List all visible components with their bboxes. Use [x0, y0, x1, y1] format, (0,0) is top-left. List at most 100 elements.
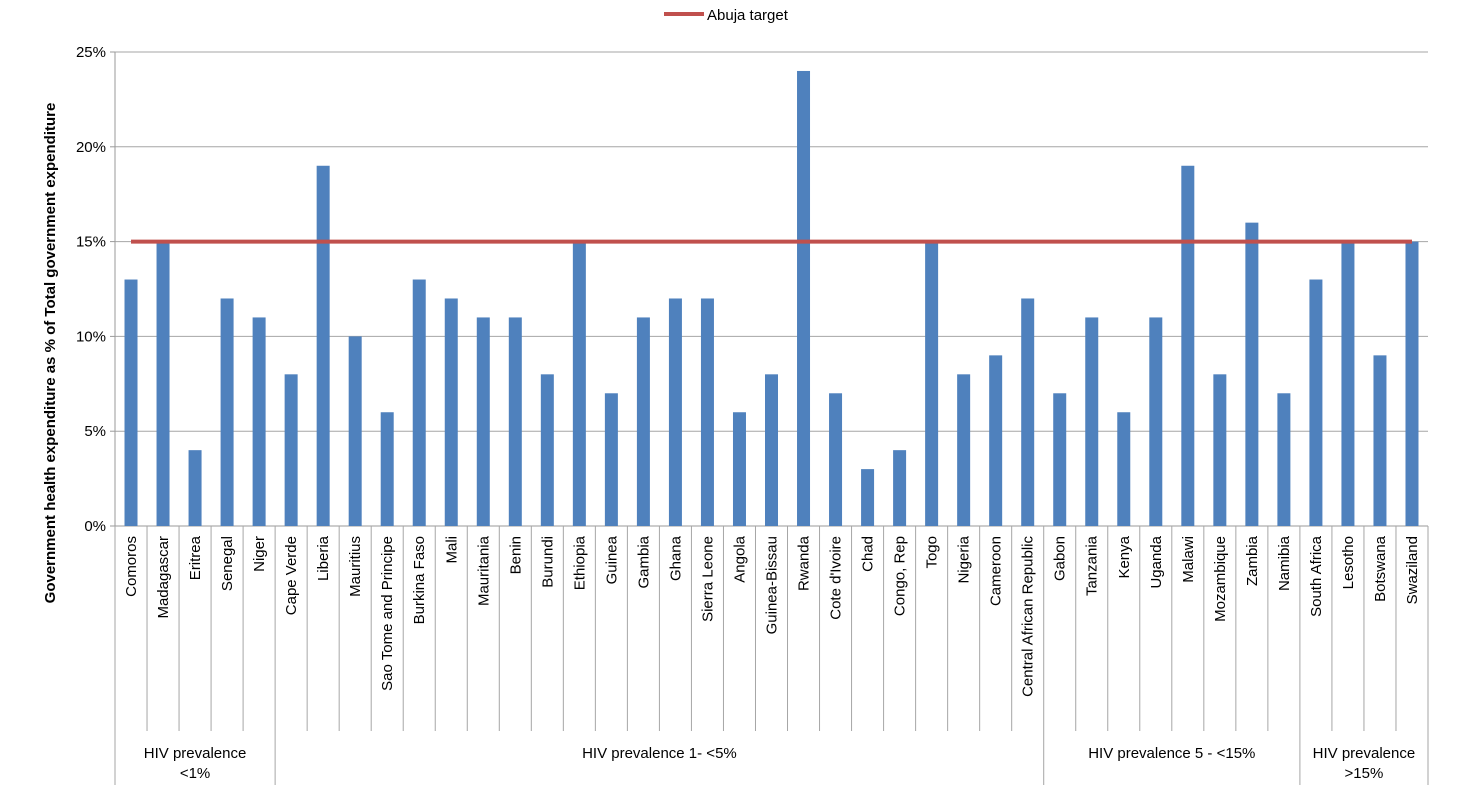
x-tick-label: Malawi	[1180, 536, 1197, 583]
bar	[124, 279, 138, 526]
gridlines	[110, 51, 1428, 527]
x-tick-label: Benin	[507, 536, 524, 574]
x-tick-label: Guinea	[603, 535, 620, 584]
x-tick-label: Sierra Leone	[699, 536, 716, 622]
bar	[732, 412, 746, 526]
x-tick-label: Niger	[251, 536, 268, 572]
group-label: HIV prevalence 5 - <15%	[1088, 745, 1255, 762]
bar	[348, 336, 362, 526]
bar	[668, 298, 682, 526]
x-tick-label: Swaziland	[1404, 536, 1421, 604]
x-tick-label: Burundi	[539, 536, 556, 588]
bar	[220, 298, 234, 526]
bar	[893, 450, 907, 526]
bar	[1085, 317, 1099, 526]
x-tick-label: Cote d'Ivoire	[828, 536, 845, 620]
x-tick-label: Kenya	[1116, 535, 1133, 578]
x-tick-label: Nigeria	[956, 535, 973, 583]
x-tick-label: Botswana	[1372, 535, 1389, 602]
x-tick-label: Gambia	[635, 535, 652, 588]
bar	[700, 298, 714, 526]
x-tick-label: Uganda	[1148, 535, 1165, 588]
bar	[1405, 241, 1419, 526]
x-tick-label: Zambia	[1244, 535, 1261, 586]
bar	[508, 317, 522, 526]
x-tick-label: Chad	[860, 536, 877, 572]
x-axis	[114, 526, 1429, 785]
bar	[540, 374, 554, 526]
group-label: HIV prevalence	[144, 745, 247, 762]
y-tick-label: 5%	[84, 423, 106, 440]
x-tick-label: Mali	[443, 536, 460, 564]
legend-label-abuja-target: Abuja target	[707, 7, 789, 24]
bar	[1181, 165, 1195, 526]
y-axis-label: Government health expenditure as % of To…	[42, 103, 59, 604]
bar	[829, 393, 843, 526]
bar	[1341, 241, 1355, 526]
x-tick-label: Guinea-Bissau	[764, 536, 781, 634]
x-tick-label: Central African Republic	[1020, 536, 1037, 697]
x-tick-label: South Africa	[1308, 535, 1325, 617]
x-tick-label: Madagascar	[155, 536, 172, 619]
x-tick-label: Ethiopia	[571, 535, 588, 590]
y-tick-label: 25%	[76, 44, 106, 61]
bar	[1373, 355, 1387, 526]
x-tick-label: Comoros	[123, 536, 140, 597]
bar	[1213, 374, 1227, 526]
bar	[925, 241, 939, 526]
x-tick-label: Cameroon	[988, 536, 1005, 606]
x-tick-label: Congo, Rep	[892, 536, 909, 616]
x-tick-label: Burkina Faso	[411, 536, 428, 624]
bar	[316, 165, 330, 526]
bar	[444, 298, 458, 526]
x-tick-label: Lesotho	[1340, 536, 1357, 589]
bar	[861, 469, 875, 526]
x-tick-label: Togo	[924, 536, 941, 569]
x-tick-label: Angola	[731, 535, 748, 582]
bar	[188, 450, 202, 526]
x-tick-label: Tanzania	[1084, 535, 1101, 596]
bar	[156, 241, 170, 526]
x-tick-label: Senegal	[219, 536, 236, 591]
x-tick-label: Eritrea	[187, 535, 204, 580]
x-tick-label: Cape Verde	[283, 536, 300, 615]
bar	[1245, 222, 1259, 526]
y-tick-label: 10%	[76, 328, 106, 345]
group-label: HIV prevalence	[1313, 745, 1416, 762]
group-label: HIV prevalence 1- <5%	[582, 745, 737, 762]
bar	[765, 374, 778, 526]
group-label: >15%	[1345, 765, 1384, 782]
bar	[797, 70, 811, 527]
bar	[380, 412, 394, 526]
bar	[572, 241, 586, 526]
bars	[124, 70, 1419, 527]
group-labels: HIV prevalence <1% HIV prevalence 1- <5% HI…	[144, 745, 1415, 782]
legend: Abuja target	[664, 7, 789, 24]
bar	[1053, 393, 1067, 526]
x-tick-label: Mauritania	[475, 535, 492, 606]
x-tick-label: Rwanda	[796, 535, 813, 591]
x-tick-label: Ghana	[667, 535, 684, 581]
bar	[957, 374, 971, 526]
bar	[989, 355, 1003, 526]
y-tick-labels: 0% 5% 10% 15% 20% 25%	[76, 44, 106, 535]
x-tick-label: Gabon	[1052, 536, 1069, 581]
x-tick-label: Mauritius	[347, 536, 364, 597]
x-tick-labels: Comoros Madagascar Eritrea Senegal Niger Cape…	[123, 535, 1421, 697]
bar	[1149, 317, 1163, 526]
y-tick-label: 15%	[76, 234, 106, 251]
bar	[412, 279, 426, 526]
bar	[1021, 298, 1035, 526]
bar	[284, 374, 298, 526]
y-tick-label: 0%	[84, 518, 106, 535]
x-tick-label: Liberia	[315, 535, 332, 581]
bar	[1277, 393, 1291, 526]
bar	[636, 317, 650, 526]
bar	[604, 393, 618, 526]
x-tick-label: Sao Tome and Principe	[379, 536, 396, 691]
y-tick-label: 20%	[76, 139, 106, 156]
x-tick-label: Mozambique	[1212, 536, 1229, 622]
bar	[1117, 412, 1131, 526]
x-tick-label: Namibia	[1276, 535, 1293, 591]
